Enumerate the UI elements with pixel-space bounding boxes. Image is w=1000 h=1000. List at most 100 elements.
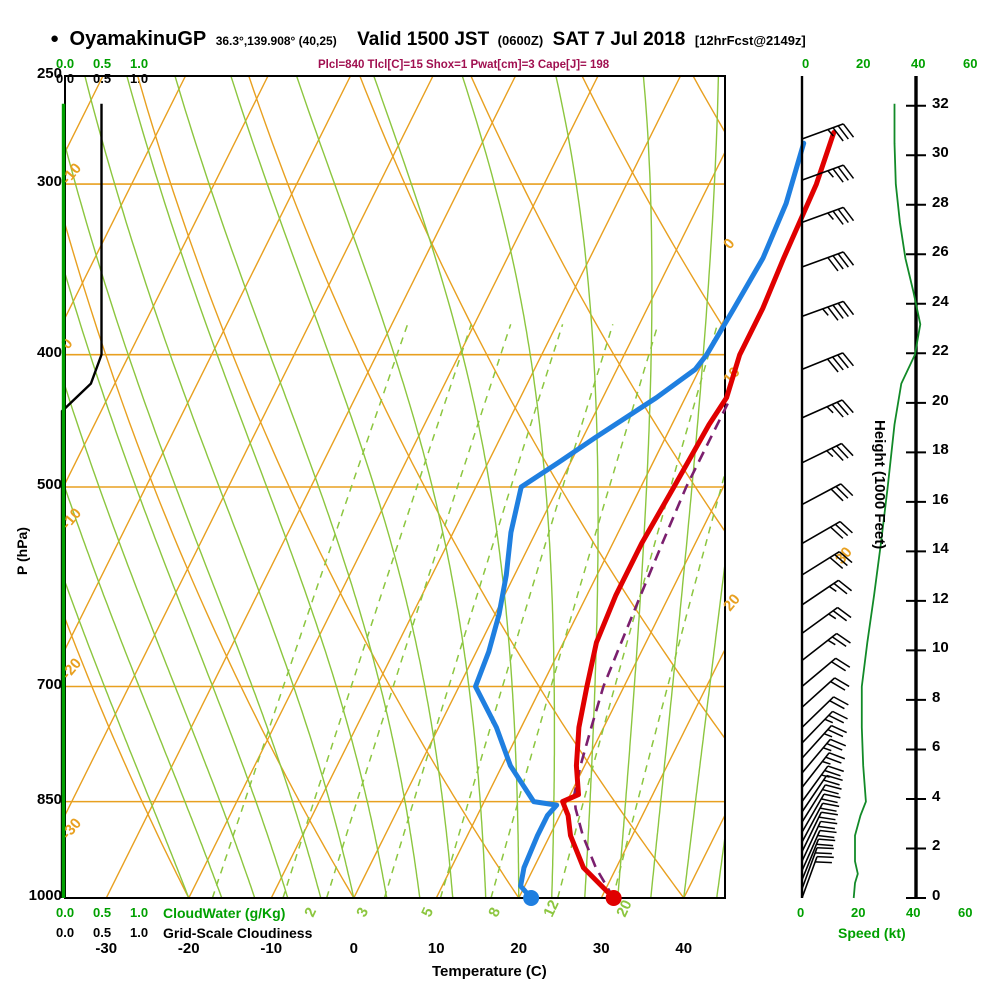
wind-barb	[801, 774, 843, 813]
height-tick-label: 28	[932, 193, 949, 211]
height-tick-label: 14	[932, 540, 949, 558]
wind-barb	[801, 551, 853, 576]
wind-barb	[801, 352, 855, 373]
valid-date: SAT 7 Jul 2018	[552, 29, 686, 50]
wind-barb	[801, 829, 837, 872]
temperature-tick-label: -10	[260, 940, 283, 957]
wind-barb	[801, 300, 855, 321]
parcel-path	[572, 397, 732, 899]
height-tick-label: 24	[932, 292, 949, 310]
wind-barb	[801, 811, 838, 853]
height-tick-label: 0	[932, 887, 941, 904]
wind-barb	[801, 606, 852, 635]
temperature-axis-title: Temperature (C)	[432, 963, 547, 980]
cloudiness-axis-title: Grid-Scale Cloudiness	[163, 925, 313, 941]
mixing-ratio-label: 12	[540, 897, 562, 919]
surface-temperature	[605, 890, 622, 906]
cloudwater-bottom-tick-0: 0.0	[56, 905, 75, 920]
height-tick-label: 4	[932, 787, 941, 805]
height-tick-label: 12	[932, 589, 949, 607]
cloudiness-profile	[60, 103, 103, 898]
height-tick-label: 2	[932, 837, 941, 855]
surface-markers	[523, 890, 622, 906]
surface-dewpoint	[523, 890, 540, 906]
wind-speed-profile	[852, 103, 922, 899]
wind-barb	[801, 846, 834, 890]
height-tick-label: 6	[932, 738, 941, 756]
height-tick-label: 10	[932, 639, 949, 657]
pressure-axis-title: P (hPa)	[14, 527, 30, 575]
mixing-ratio-labels: 2 3 5 8 12 20	[301, 897, 635, 919]
height-tick-label: 20	[932, 391, 949, 409]
height-tick-label: 32	[932, 94, 949, 112]
temperature-tick-label: 10	[427, 940, 445, 957]
temperature-tick-label: 40	[675, 940, 693, 957]
speed-bottom-tick-0: 0	[797, 905, 805, 920]
wind-barb	[801, 820, 838, 862]
pressure-tick-label: 1000	[28, 887, 62, 904]
station-name: OyamakinuGP	[69, 28, 207, 50]
cloudwater-tick-2: 1.0	[130, 56, 149, 71]
mixing-ratio-label: 2	[301, 905, 320, 920]
wind-barb	[801, 520, 853, 545]
height-tick-label: 18	[932, 441, 949, 459]
wind-barb	[801, 710, 848, 744]
pressure-tick-label: 250	[36, 65, 62, 82]
height-tick-label: 30	[932, 144, 949, 162]
cloudwater-tick-1: 0.5	[93, 56, 112, 71]
height-tick-label: 8	[932, 688, 941, 706]
temperature-profile	[560, 130, 837, 901]
wind-barb	[801, 784, 842, 823]
wind-barb	[801, 657, 851, 688]
station-coordinates: 36.3°,139.908° (40,25)	[215, 34, 337, 48]
height-tick-label: 22	[932, 342, 949, 360]
valid-time: Valid 1500 JST	[357, 29, 490, 50]
temperature-tick-label: 20	[510, 940, 528, 957]
wind-barb	[801, 855, 834, 898]
wind-barb	[801, 206, 855, 225]
temperature-tick-label: 0	[349, 940, 358, 957]
pressure-tick-label: 700	[36, 675, 62, 693]
height-tick-label: 16	[932, 490, 949, 508]
isotherm-labels: -100-10-20-300102030	[58, 160, 856, 843]
wind-barb	[801, 677, 850, 708]
wind-barb	[801, 752, 846, 789]
temperature-tick-label: -20	[177, 940, 200, 957]
background-grid	[65, 76, 725, 898]
header-line: ● OyamakinuGP 36.3°,139.908° (40,25) Val…	[50, 28, 806, 51]
speed-bottom-tick-3: 60	[958, 905, 973, 920]
wind-barb	[801, 399, 854, 419]
wind-barb	[801, 838, 836, 881]
mixing-ratio-label: 8	[485, 905, 504, 920]
speed-axis-title: Speed (kt)	[838, 925, 906, 941]
station-bullet-icon: ●	[50, 30, 60, 47]
height-tick-label: 26	[932, 243, 949, 261]
speed-bottom-tick-1: 20	[851, 905, 866, 920]
wind-barb	[801, 579, 853, 606]
wind-barb	[801, 802, 840, 843]
mixing-ratio-label: 5	[418, 905, 437, 920]
pressure-tick-label: 500	[36, 476, 62, 493]
wind-barb	[801, 164, 855, 183]
forecast-stamp: [12hrFcst@2149z]	[694, 33, 806, 48]
pressure-tick-label: 400	[36, 343, 62, 361]
wind-barb	[801, 738, 847, 774]
speed-top-tick-2: 40	[911, 56, 926, 71]
cloudiness-bottom-tick-2: 1.0	[130, 925, 149, 940]
speed-top-tick-0: 0	[802, 56, 810, 71]
wind-barb	[801, 632, 851, 662]
wind-barb	[801, 793, 841, 833]
speed-top-tick-1: 20	[856, 56, 871, 71]
cloudiness-bottom-tick-0: 0.0	[56, 925, 75, 940]
wind-barb	[801, 765, 844, 803]
cloudwater-bottom-tick-2: 1.0	[130, 905, 149, 920]
speed-bottom-tick-2: 40	[906, 905, 921, 920]
height-axis-title: Height (1000 Feet)	[871, 420, 888, 550]
pressure-tick-label: 300	[36, 173, 62, 191]
cloudwater-tick-0: 0.0	[56, 56, 75, 71]
temperature-tick-label: -30	[95, 940, 118, 957]
valid-time-utc: (0600Z)	[497, 33, 544, 48]
dewpoint-profile	[473, 140, 807, 901]
